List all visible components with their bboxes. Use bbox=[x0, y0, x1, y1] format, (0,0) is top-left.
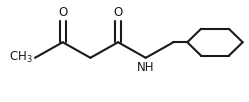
Text: NH: NH bbox=[137, 61, 155, 74]
Text: O: O bbox=[58, 6, 67, 19]
Text: O: O bbox=[114, 6, 123, 19]
Text: CH$_3$: CH$_3$ bbox=[9, 50, 33, 65]
